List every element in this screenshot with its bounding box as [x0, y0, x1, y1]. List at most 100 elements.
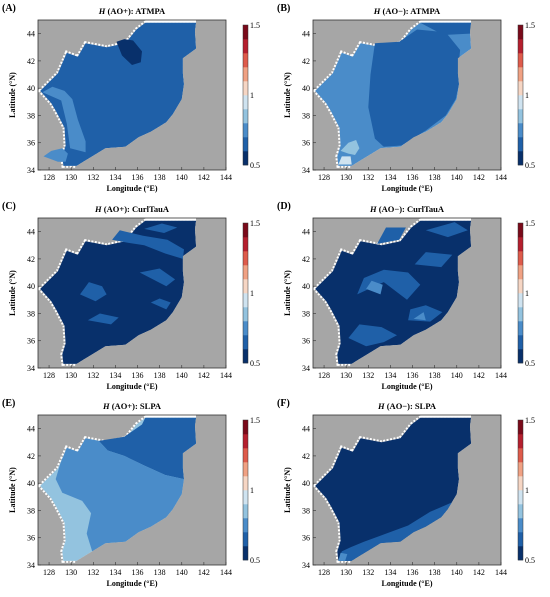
y-tick-label: 36 — [302, 534, 310, 543]
x-tick-label: 136 — [132, 371, 144, 380]
x-tick-label: 132 — [87, 371, 99, 380]
colorbar-segment — [243, 95, 248, 110]
colorbar-tick-label: 1 — [250, 289, 254, 298]
x-tick-label: 142 — [198, 371, 210, 380]
contour-region — [87, 313, 119, 325]
colorbar: 1.5 1 0.5 — [242, 21, 260, 170]
colorbar-segment — [243, 504, 248, 519]
y-tick-label: 42 — [302, 255, 310, 264]
colorbar-tick-label: 1.5 — [525, 219, 535, 228]
sea-top-strip — [145, 218, 197, 221]
land-japan — [73, 415, 226, 565]
land-japan — [348, 415, 501, 565]
x-tick-label: 134 — [384, 568, 396, 577]
colorbar-segment — [518, 251, 523, 266]
panel-title: H (AO+): ATMPA — [98, 6, 166, 16]
plot-frame — [37, 414, 227, 566]
x-tick-label: 136 — [132, 568, 144, 577]
colorbar-segment — [518, 39, 523, 54]
y-tick-label: 34 — [27, 166, 35, 175]
x-tick-label: 134 — [109, 173, 121, 182]
x-tick-label: 132 — [87, 173, 99, 182]
x-tick-label: 132 — [362, 568, 374, 577]
panel-title: H (AO+): SLPA — [102, 401, 162, 411]
colorbar-segment — [518, 476, 523, 491]
contour-region — [340, 140, 360, 155]
colorbar-segment — [518, 279, 523, 294]
colorbar-segment — [518, 123, 523, 138]
sea-top-strip — [420, 218, 472, 221]
colorbar-segment — [243, 293, 248, 308]
colorbar-tick-label: 0.5 — [250, 161, 260, 170]
y-tick-label: 36 — [302, 337, 310, 346]
colorbar-segment — [518, 265, 523, 280]
contour-region — [150, 298, 171, 310]
x-tick-label: 132 — [362, 371, 374, 380]
colorbar-segment — [518, 490, 523, 505]
colorbar-segment — [518, 546, 523, 561]
colorbar-segment — [243, 279, 248, 294]
x-tick-label: 140 — [176, 173, 188, 182]
colorbar-segment — [243, 109, 248, 124]
x-tick-label: 142 — [473, 371, 485, 380]
contour-region — [139, 268, 176, 287]
colorbar-segment — [243, 81, 248, 96]
land-japan — [348, 218, 501, 368]
y-tick-label: 36 — [27, 337, 35, 346]
colorbar-segment — [518, 349, 523, 364]
colorbar-tick-label: 0.5 — [525, 161, 535, 170]
y-tick-label: 38 — [302, 506, 310, 515]
y-axis-label: Latitude (°N) — [8, 72, 17, 118]
x-tick-label: 136 — [132, 173, 144, 182]
colorbar-tick-label: 1.5 — [525, 21, 535, 30]
contour-region — [144, 223, 178, 233]
colorbar-segment — [518, 25, 523, 40]
plot-frame — [37, 19, 227, 171]
panel-title: H (AO−): CurlTauA — [369, 204, 445, 214]
y-tick-label: 34 — [27, 364, 35, 373]
colorbar-tick-label: 1 — [250, 486, 254, 495]
y-tick-label: 44 — [302, 228, 310, 237]
x-tick-label: 144 — [495, 568, 507, 577]
y-tick-label: 34 — [302, 561, 310, 570]
colorbar-segment — [243, 251, 248, 266]
colorbar: 1.5 1 0.5 — [517, 416, 535, 565]
y-tick-label: 44 — [27, 30, 35, 39]
y-axis-label: Latitude (°N) — [8, 467, 17, 513]
colorbar: 1.5 1 0.5 — [517, 219, 535, 368]
x-tick-label: 140 — [451, 568, 463, 577]
x-tick-label: 138 — [429, 371, 441, 380]
colorbar-segment — [518, 420, 523, 435]
panel-label: (F) — [277, 398, 290, 409]
plot-frame — [312, 19, 502, 171]
y-tick-label: 42 — [27, 57, 35, 66]
colorbar-segment — [243, 39, 248, 54]
x-tick-label: 142 — [198, 568, 210, 577]
contour-region — [42, 86, 86, 153]
colorbar-segment — [518, 321, 523, 336]
colorbar-segment — [518, 518, 523, 533]
contour-region — [425, 222, 468, 238]
colorbar-segment — [243, 546, 248, 561]
plot-frame — [37, 217, 227, 369]
x-tick-label: 138 — [154, 568, 166, 577]
y-tick-label: 34 — [302, 166, 310, 175]
y-axis-label: Latitude (°N) — [8, 270, 17, 316]
y-tick-label: 38 — [27, 506, 35, 515]
colorbar-segment — [243, 67, 248, 82]
sea-top-strip — [145, 415, 197, 418]
colorbar-segment — [518, 223, 523, 238]
colorbar-segment — [243, 53, 248, 68]
x-tick-label: 142 — [473, 173, 485, 182]
colorbar-segment — [518, 307, 523, 322]
colorbar-segment — [518, 434, 523, 449]
contour-region — [414, 252, 453, 268]
colorbar-segment — [518, 109, 523, 124]
contour-region — [366, 280, 383, 295]
panel-title: H (AO−): SLPA — [377, 401, 437, 411]
colorbar: 1.5 1 0.5 — [242, 416, 260, 565]
x-axis-label: Longitude (°E) — [382, 579, 433, 588]
panel-label: (D) — [277, 201, 291, 212]
colorbar-segment — [243, 518, 248, 533]
